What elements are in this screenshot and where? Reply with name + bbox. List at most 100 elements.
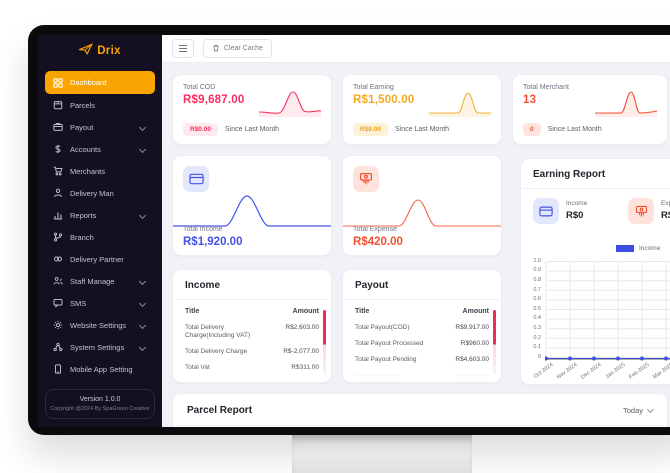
x-tick: Mar 2025 <box>652 362 670 381</box>
sidebar-item-label: Delivery Man <box>70 188 114 198</box>
y-tick: 0 <box>537 353 541 360</box>
stat-title: Total Merchant <box>523 84 569 91</box>
chevron-down-icon <box>138 277 147 285</box>
dashboard-content: Total COD R$9,687.00 R$0.00 Since Last M… <box>162 63 670 427</box>
y-tick: 0.1 <box>533 344 541 351</box>
sidebar-item-label: Parcels <box>70 100 96 110</box>
chart-legend: Income <box>616 245 670 252</box>
income-table-card: Income Title Amount Total Delivery Charg… <box>172 269 332 383</box>
dollar-icon <box>53 144 63 154</box>
metric-title: Total Income <box>183 226 223 233</box>
y-tick: 0.2 <box>533 334 541 341</box>
y-tick: 0.5 <box>533 305 541 312</box>
y-tick: 0.8 <box>533 277 541 283</box>
sidebar-item-website-settings[interactable]: Website Settings <box>45 314 155 336</box>
table-row: Total Payout(COD) R$9,917.00 <box>355 324 489 331</box>
parcel-report-card: Parcel Report Today <box>172 393 668 427</box>
app-version: Version 1.0.0 <box>79 396 121 403</box>
column-amount: Amount <box>292 308 319 315</box>
sidebar-item-mobile-app-setting[interactable]: Mobile App Setting <box>45 358 155 380</box>
chat-bubble-icon <box>53 298 63 308</box>
sidebar-item-sms[interactable]: SMS <box>45 292 155 314</box>
total-earning-card: Total Earning R$1,500.00 R$0.00 Since La… <box>342 74 502 145</box>
sidebar-item-branch[interactable]: Branch <box>45 226 155 248</box>
total-expense-card: Total Expense R$420.00 <box>342 155 502 256</box>
earning-chart: 1.0 0.9 0.8 0.7 0.6 0.5 0.4 0.3 0.2 0.1 … <box>521 258 670 383</box>
total-merchant-card: Total Merchant 13 0 Since Last Month <box>512 74 668 145</box>
sidebar-item-label: Branch <box>70 232 94 242</box>
chevron-down-icon <box>138 211 147 219</box>
sidebar: Drix Dashboard Parcels <box>38 35 162 427</box>
copyright-text: Copyright @2024 By SpaGreen Creative <box>50 406 150 412</box>
sidebar-item-delivery-man[interactable]: Delivery Man <box>45 182 155 204</box>
income-stat: Income R$0 <box>533 198 628 224</box>
clear-cache-button[interactable]: Clear Cache <box>203 39 272 58</box>
delta-badge: R$0.00 <box>183 123 218 136</box>
sidebar-item-label: Reports <box>70 210 97 220</box>
metric-value: R$420.00 <box>353 236 403 248</box>
chevron-down-icon <box>138 299 147 307</box>
stat-caption: Since Last Month <box>394 126 450 133</box>
credit-card-icon <box>183 166 209 192</box>
chevron-down-icon <box>646 405 655 414</box>
sidebar-item-reports[interactable]: Reports <box>45 204 155 226</box>
handshake-icon <box>53 254 63 264</box>
box-icon <box>53 100 63 110</box>
chevron-down-icon <box>138 145 147 153</box>
sidebar-item-parcels[interactable]: Parcels <box>45 94 155 116</box>
table-row: Total Payout Processed R$960.00 <box>355 340 489 347</box>
clear-cache-label: Clear Cache <box>224 45 263 52</box>
income-legend-swatch <box>616 245 634 252</box>
date-range-dropdown[interactable]: Today <box>623 405 655 415</box>
y-tick: 0.7 <box>533 286 541 293</box>
main-area: Clear Cache Total COD R$9,687.00 R$0.00 … <box>162 35 670 427</box>
nodes-icon <box>53 342 63 352</box>
stat-caption: Since Last Month <box>547 126 602 133</box>
sidebar-footer: Version 1.0.0 Copyright @2024 By SpaGree… <box>45 389 155 419</box>
sidebar-item-label: Delivery Partner <box>70 254 124 264</box>
scrollbar[interactable] <box>493 310 496 374</box>
fade-overlay <box>344 367 491 381</box>
stat-value: R$1,500.00 <box>353 94 415 106</box>
cash-withdrawal-icon <box>628 198 654 224</box>
sidebar-item-label: Mobile App Setting <box>70 364 133 374</box>
stat-label: Income <box>566 200 588 207</box>
table-row: Total Delivery Charge(Including VAT) R$2… <box>185 324 319 339</box>
sidebar-item-delivery-partner[interactable]: Delivery Partner <box>45 248 155 270</box>
sidebar-item-system-settings[interactable]: System Settings <box>45 336 155 358</box>
bar-chart-icon <box>53 210 63 220</box>
sidebar-item-dashboard[interactable]: Dashboard <box>45 71 155 94</box>
x-tick: Oct 2024 <box>532 362 555 380</box>
paper-plane-icon <box>77 42 94 60</box>
cart-icon <box>53 166 63 176</box>
y-tick: 0.3 <box>533 325 541 331</box>
table-row: Total Delivery Charge R$-2,077.00 <box>185 348 319 355</box>
sidebar-item-accounts[interactable]: Accounts <box>45 138 155 160</box>
gear-icon <box>53 320 63 330</box>
metric-value: R$1,920.00 <box>183 236 243 248</box>
sidebar-item-payout[interactable]: Payout <box>45 116 155 138</box>
table-header: Title Amount <box>173 300 331 320</box>
chevron-down-icon <box>138 123 147 131</box>
column-title: Title <box>355 308 370 315</box>
x-tick: Jan 2025 <box>604 362 627 381</box>
column-title: Title <box>185 308 200 315</box>
x-tick: Nov 2024 <box>555 362 579 381</box>
total-cod-card: Total COD R$9,687.00 R$0.00 Since Last M… <box>172 74 332 145</box>
income-table-title: Income <box>185 280 221 291</box>
cash-withdrawal-icon <box>353 166 379 192</box>
smartphone-icon <box>53 364 63 374</box>
stat-title: Total COD <box>183 84 216 91</box>
scrollbar[interactable] <box>323 310 326 374</box>
sidebar-item-staff-manage[interactable]: Staff Manage <box>45 270 155 292</box>
sidebar-item-label: Website Settings <box>70 320 127 330</box>
y-tick: 0.4 <box>533 315 541 322</box>
brand-logo[interactable]: Drix <box>38 35 162 67</box>
sidebar-item-merchants[interactable]: Merchants <box>45 160 155 182</box>
parcel-report-header: Parcel Report Today <box>173 394 667 426</box>
topbar: Clear Cache <box>162 35 670 63</box>
cod-sparkline <box>258 91 322 117</box>
x-tick: Feb 2025 <box>628 362 651 381</box>
sidebar-toggle-button[interactable] <box>172 39 194 58</box>
